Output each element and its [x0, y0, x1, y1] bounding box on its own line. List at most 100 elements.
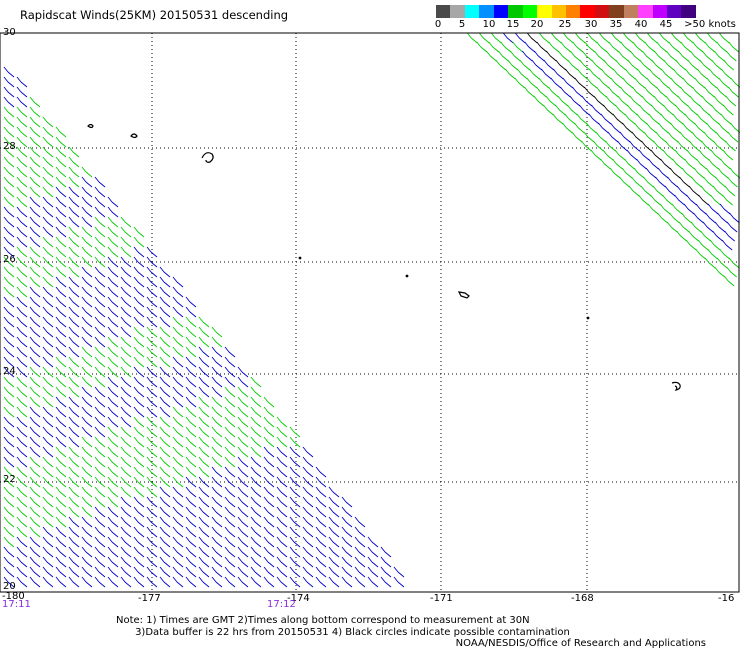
wind-barb [627, 104, 638, 116]
wind-barb [224, 576, 236, 588]
wind-barb [133, 226, 145, 238]
wind-barb [81, 386, 93, 398]
wind-barb [624, 113, 636, 125]
wind-barb [81, 416, 93, 428]
wind-barb [552, 113, 564, 125]
wind-barb [657, 167, 669, 179]
wind-barb [692, 86, 703, 98]
wind-barb [172, 536, 184, 548]
wind-barb [3, 526, 15, 538]
wind-barb [172, 436, 184, 448]
wind-barb [716, 86, 727, 98]
wind-barb [703, 131, 715, 143]
wind-barb [94, 266, 106, 278]
wind-barb [701, 140, 712, 152]
wind-barb [107, 406, 119, 418]
wind-barb [617, 140, 628, 152]
wind-barb [94, 286, 106, 298]
wind-barb [588, 68, 600, 80]
wind-barb [133, 456, 145, 468]
wind-barb [250, 486, 262, 498]
wind-barb [354, 516, 366, 528]
credit-text: NOAA/NESDIS/Office of Research and Appli… [455, 638, 706, 649]
wind-barb [728, 41, 740, 53]
wind-barb [693, 167, 705, 179]
wind-barb [16, 386, 28, 398]
wind-barb [185, 296, 197, 308]
wind-barb [289, 426, 301, 438]
wind-barb [593, 140, 604, 152]
wind-barb [146, 486, 158, 498]
wind-barb [3, 576, 15, 588]
wind-barb [120, 576, 132, 588]
wind-barb [29, 126, 41, 138]
wind-barb [55, 196, 67, 208]
wind-barb [289, 456, 301, 468]
wind-barb [172, 406, 184, 418]
wind-barb [727, 131, 739, 143]
wind-barb [198, 486, 210, 498]
wind-barb [687, 104, 698, 116]
wind-barb [581, 95, 593, 107]
wind-barb [16, 226, 28, 238]
wind-barb [543, 104, 554, 116]
wind-barb [341, 516, 353, 528]
wind-barb [712, 230, 723, 242]
wind-barb [146, 456, 158, 468]
wind-barb [224, 466, 236, 478]
wind-barb [700, 230, 711, 242]
wind-barb [120, 466, 132, 478]
wind-barb [276, 476, 288, 488]
wind-barb [684, 68, 696, 80]
wind-barb [648, 113, 660, 125]
wind-barb [159, 326, 171, 338]
wind-barb [3, 326, 15, 338]
wind-barb [42, 156, 54, 168]
wind-barb [3, 226, 15, 238]
wind-barb [42, 576, 54, 588]
wind-barb [159, 316, 171, 328]
wind-barb [263, 396, 275, 408]
wind-barb [185, 316, 197, 328]
wind-barb [120, 376, 132, 388]
wind-barb [572, 41, 584, 53]
wind-barb [675, 59, 687, 71]
wind-barb [16, 216, 28, 228]
wind-barb [681, 167, 693, 179]
wind-barb [600, 68, 612, 80]
wind-barb [276, 546, 288, 558]
wind-barb [68, 356, 80, 368]
wind-barb [172, 376, 184, 388]
island [586, 316, 590, 320]
wind-barb [29, 576, 41, 588]
wind-barb [237, 506, 249, 518]
wind-barb [622, 77, 634, 89]
wind-barb [237, 516, 249, 528]
wind-barb [237, 396, 249, 408]
wind-barb [172, 296, 184, 308]
wind-barb [133, 366, 145, 378]
wind-barb [667, 176, 678, 188]
wind-barb [16, 246, 28, 258]
wind-barb [622, 122, 633, 134]
wind-barb [159, 276, 171, 288]
wind-barb [16, 256, 28, 268]
wind-barb [328, 576, 340, 588]
wind-barb [29, 556, 41, 568]
wind-barb [16, 556, 28, 568]
wind-barb [488, 41, 500, 53]
wind-barb [3, 316, 15, 328]
wind-barb [172, 336, 184, 348]
wind-barb [107, 236, 119, 248]
wind-barb [250, 386, 262, 398]
wind-barb [68, 286, 80, 298]
wind-barb [692, 41, 704, 53]
wind-barb [717, 212, 728, 224]
wind-barb [55, 226, 67, 238]
wind-barb [354, 576, 366, 588]
wind-barb [576, 113, 588, 125]
wind-barb [612, 68, 624, 80]
wind-barb [94, 346, 106, 358]
wind-barb [250, 446, 262, 458]
wind-barb [55, 446, 67, 458]
